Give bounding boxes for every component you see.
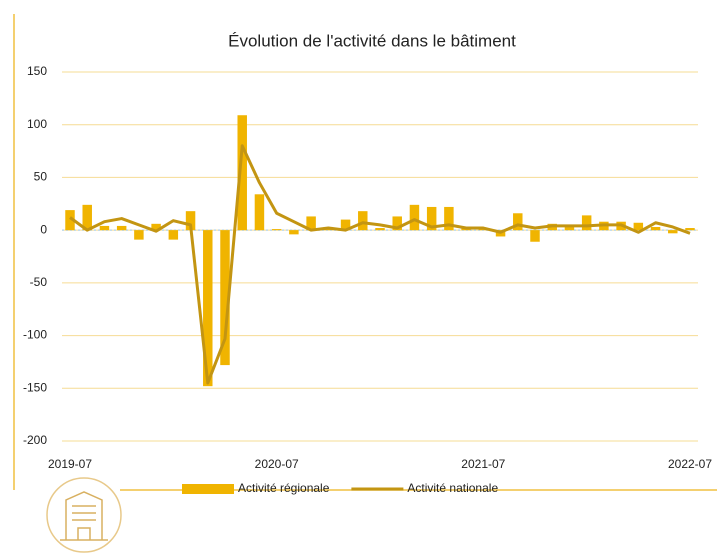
- bar: [426, 206, 437, 231]
- x-tick-label: 2020-07: [255, 457, 299, 471]
- bar: [254, 194, 265, 231]
- bar: [564, 226, 575, 231]
- legend-swatch: [182, 484, 234, 494]
- chart-title: Évolution de l'activité dans le bâtiment: [228, 31, 516, 50]
- bar: [306, 216, 316, 231]
- bar: [116, 225, 127, 231]
- bar: [409, 204, 420, 231]
- bar: [513, 213, 523, 231]
- bar: [444, 206, 454, 231]
- y-tick-label: 100: [27, 117, 47, 131]
- legend-label: Activité régionale: [238, 481, 330, 495]
- y-tick-label: -200: [23, 433, 47, 447]
- bar: [633, 222, 644, 231]
- legend-label: Activité nationale: [407, 481, 498, 495]
- bar: [340, 219, 351, 231]
- bar: [668, 230, 678, 234]
- y-tick-label: 150: [27, 64, 47, 78]
- y-tick-label: -50: [30, 275, 48, 289]
- bar: [581, 215, 592, 231]
- bar: [203, 230, 213, 387]
- bar: [271, 229, 282, 231]
- bar: [358, 211, 368, 231]
- bar: [168, 230, 179, 240]
- bar: [65, 210, 75, 231]
- bar: [151, 223, 161, 231]
- x-tick-label: 2019-07: [48, 457, 92, 471]
- logo-icon: [46, 477, 122, 553]
- frame: [13, 14, 717, 491]
- bar: [392, 216, 402, 231]
- bar: [650, 226, 661, 231]
- bar: [185, 211, 196, 231]
- x-tick-label: 2022-07: [668, 457, 712, 471]
- x-tick-label: 2021-07: [461, 457, 505, 471]
- bar: [289, 230, 299, 235]
- bar: [134, 230, 144, 240]
- bar: [220, 230, 230, 366]
- y-tick-label: -100: [23, 328, 47, 342]
- bar: [375, 228, 385, 231]
- line: [69, 144, 691, 385]
- bar: [530, 230, 540, 242]
- y-tick-label: 0: [40, 222, 47, 236]
- bar: [82, 204, 92, 231]
- y-tick-label: 50: [34, 170, 48, 184]
- bar: [685, 228, 695, 231]
- bar: [99, 225, 110, 231]
- y-tick-label: -150: [23, 380, 47, 394]
- bar: [237, 115, 247, 231]
